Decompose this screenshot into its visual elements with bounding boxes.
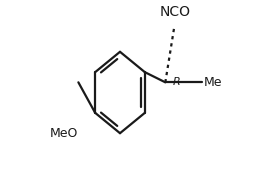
Text: NCO: NCO [160, 4, 191, 19]
Text: Me: Me [204, 76, 223, 89]
Text: MeO: MeO [50, 127, 78, 140]
Text: R: R [173, 77, 181, 87]
